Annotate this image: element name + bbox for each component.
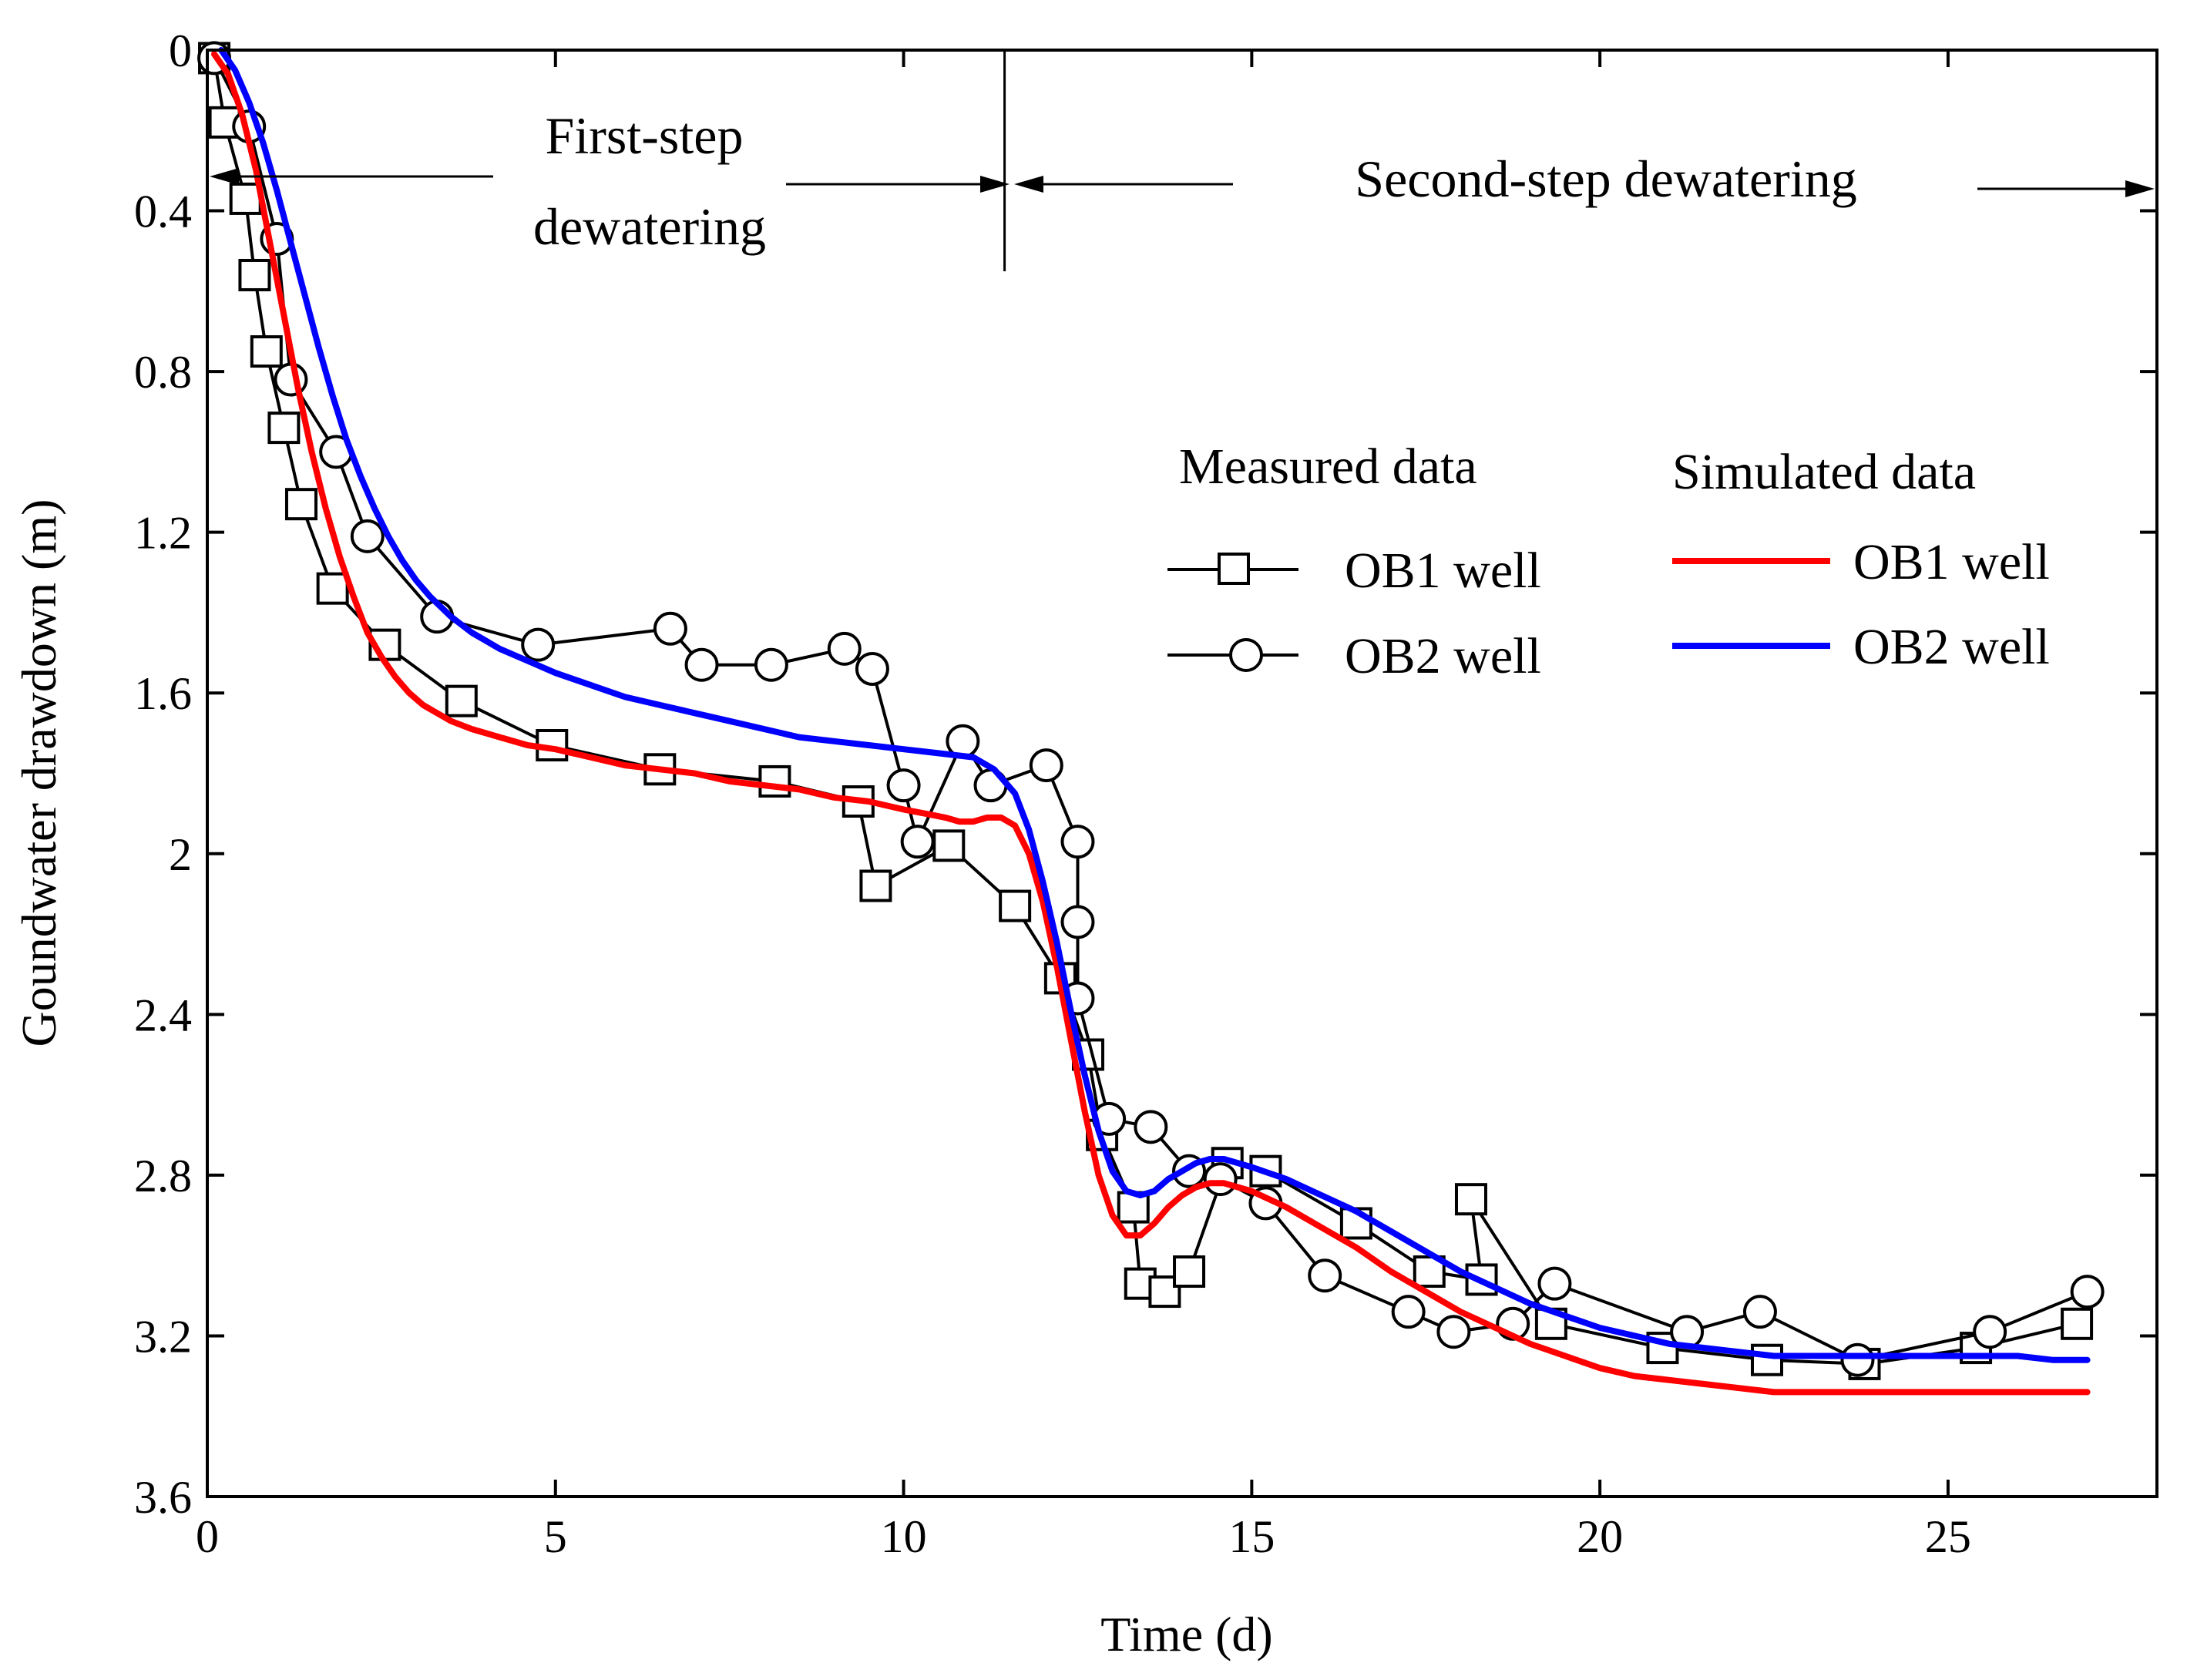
legend-square-marker bbox=[1218, 553, 1250, 585]
point-measured-ob1 bbox=[250, 335, 283, 368]
point-measured-ob2 bbox=[1060, 825, 1095, 859]
series-layer bbox=[197, 41, 2105, 1396]
series-simulated-ob2 bbox=[218, 47, 2091, 1363]
first-step-label-line1: First-step bbox=[546, 106, 744, 165]
x-tick-label: 10 bbox=[881, 1511, 927, 1562]
y-tick-label: 2.8 bbox=[134, 1151, 192, 1201]
first-step-arrow-left-head bbox=[210, 168, 239, 185]
legend-measured-ob2-label: OB2 well bbox=[1345, 628, 1541, 684]
point-measured-ob2 bbox=[1391, 1295, 1426, 1329]
y-axis-title: Goundwater drawdown (m) bbox=[12, 499, 66, 1047]
point-measured-ob1 bbox=[445, 684, 478, 717]
y-tick-label: 2 bbox=[169, 829, 192, 880]
y-tick-label: 3.6 bbox=[134, 1472, 192, 1523]
point-measured-ob2 bbox=[521, 627, 556, 662]
point-measured-ob1 bbox=[284, 488, 317, 521]
second-step-arrow-left-head bbox=[1014, 176, 1043, 193]
point-measured-ob2 bbox=[1029, 748, 1063, 783]
y-tick-label: 1.6 bbox=[134, 668, 192, 719]
point-measured-ob2 bbox=[827, 631, 862, 666]
second-step-annotation: Second-step dewatering bbox=[1014, 150, 2155, 208]
point-measured-ob2 bbox=[1537, 1266, 1572, 1301]
point-measured-ob1 bbox=[316, 572, 349, 605]
point-measured-ob2 bbox=[1203, 1162, 1238, 1197]
point-measured-ob2 bbox=[1840, 1342, 1875, 1377]
point-measured-ob2 bbox=[900, 825, 935, 859]
legend-measured-ob1-entry: OB1 well bbox=[1167, 543, 1541, 599]
point-measured-ob1 bbox=[1173, 1255, 1206, 1289]
x-tick-label: 25 bbox=[1925, 1511, 1971, 1562]
legend-simulated-ob2-entry: OB2 well bbox=[1672, 619, 2050, 675]
x-tick-label: 5 bbox=[544, 1511, 567, 1562]
x-axis-title: Time (d) bbox=[1100, 1607, 1272, 1662]
x-tick-label: 20 bbox=[1577, 1511, 1623, 1562]
point-measured-ob1 bbox=[1454, 1183, 1487, 1216]
second-step-arrow-right-head bbox=[2125, 180, 2155, 197]
legend: Measured data Simulated data OB1 well OB… bbox=[1167, 438, 2050, 684]
line-simulated-ob2 bbox=[218, 47, 2091, 1363]
legend-measured-ob1-label: OB1 well bbox=[1345, 543, 1541, 599]
point-measured-ob2 bbox=[1060, 905, 1095, 939]
point-measured-ob1 bbox=[238, 258, 271, 291]
point-measured-ob2 bbox=[653, 611, 687, 646]
series-simulated-ob1 bbox=[211, 51, 2091, 1396]
first-step-annotation: First-step dewatering bbox=[210, 106, 1010, 256]
legend-measured-ob2-entry: OB2 well bbox=[1167, 628, 1541, 684]
first-step-label-line2: dewatering bbox=[533, 197, 766, 256]
y-tick-label: 0 bbox=[169, 25, 192, 76]
point-measured-ob2 bbox=[684, 647, 719, 682]
y-tick-label: 3.2 bbox=[134, 1311, 192, 1362]
point-measured-ob1 bbox=[267, 412, 301, 445]
legend-circle-marker bbox=[1229, 638, 1263, 672]
legend-simulated-ob2-label: OB2 well bbox=[1853, 619, 2050, 675]
point-measured-ob1 bbox=[999, 889, 1032, 922]
point-measured-ob2 bbox=[350, 519, 385, 553]
point-measured-ob1 bbox=[229, 182, 262, 215]
point-measured-ob1 bbox=[932, 829, 966, 862]
legend-simulated-ob1-label: OB1 well bbox=[1853, 534, 2050, 590]
second-step-label: Second-step dewatering bbox=[1355, 150, 1856, 208]
legend-simulated-title: Simulated data bbox=[1672, 444, 1976, 500]
point-measured-ob2 bbox=[754, 647, 788, 682]
point-measured-ob2 bbox=[1308, 1258, 1342, 1293]
point-measured-ob2 bbox=[274, 362, 308, 397]
x-tick-label: 15 bbox=[1228, 1511, 1275, 1562]
point-measured-ob1 bbox=[758, 764, 791, 798]
y-tick-label: 0.4 bbox=[134, 186, 192, 237]
point-measured-ob2 bbox=[2070, 1275, 2105, 1309]
line-simulated-ob1 bbox=[211, 51, 2091, 1396]
point-measured-ob2 bbox=[1742, 1295, 1777, 1329]
legend-measured-title: Measured data bbox=[1179, 438, 1477, 495]
point-measured-ob1 bbox=[1751, 1343, 1783, 1376]
y-tick-label: 2.4 bbox=[134, 990, 192, 1040]
x-tick-label: 0 bbox=[196, 1511, 219, 1562]
point-measured-ob2 bbox=[1436, 1315, 1471, 1349]
point-measured-ob1 bbox=[2061, 1307, 2094, 1340]
point-measured-ob1 bbox=[859, 869, 892, 902]
point-measured-ob2 bbox=[1134, 1110, 1168, 1144]
point-measured-ob2 bbox=[1973, 1315, 2007, 1349]
legend-simulated-ob1-entry: OB1 well bbox=[1672, 534, 2050, 590]
point-measured-ob2 bbox=[855, 651, 889, 686]
plot-frame bbox=[206, 49, 2158, 1498]
axes-layer: 0 5 10 15 20 25 0 0.4 0.8 1.2 1.6 2 2.4 2.8 3.2 3.6 bbox=[134, 25, 2157, 1562]
y-tick-label: 0.8 bbox=[134, 347, 192, 398]
y-tick-label: 1.2 bbox=[134, 508, 192, 559]
first-step-arrow-right-head bbox=[980, 176, 1010, 193]
point-measured-ob2 bbox=[886, 768, 921, 803]
